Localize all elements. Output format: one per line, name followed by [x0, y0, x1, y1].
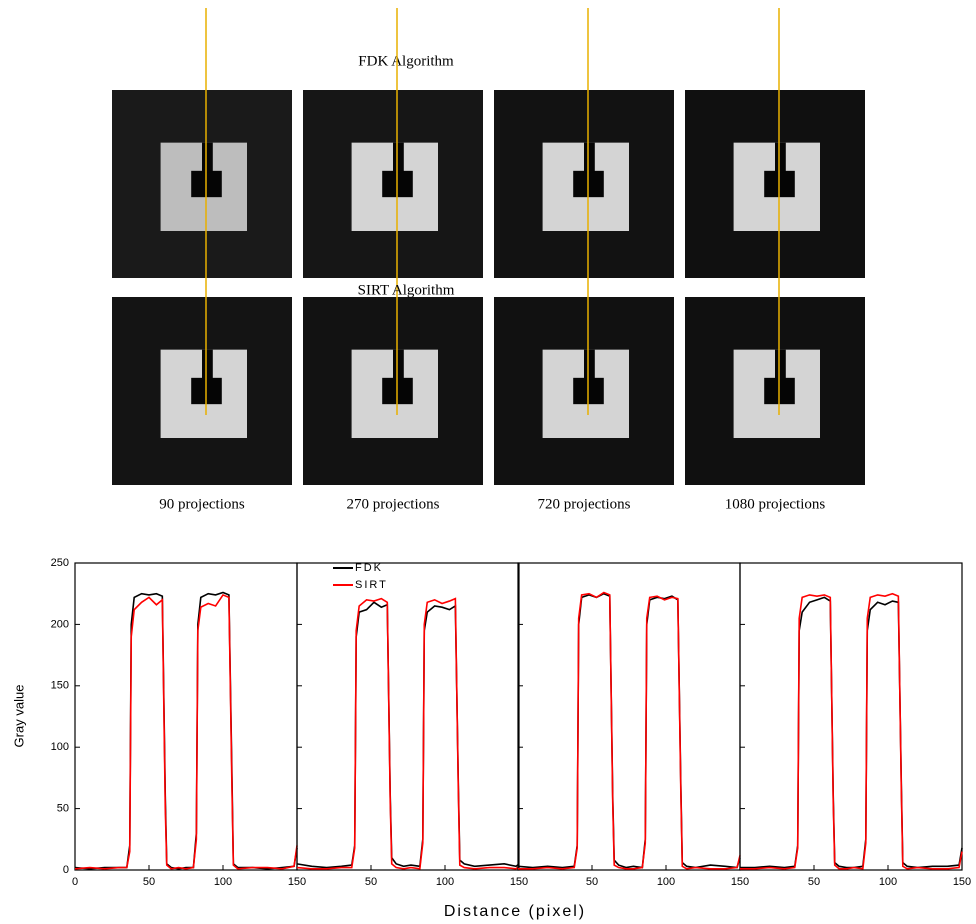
panel-frame: [518, 563, 740, 870]
ct-slot: [775, 350, 786, 380]
y-tick-label: 100: [51, 741, 69, 753]
ct-slot: [393, 143, 404, 173]
y-tick-label: 0: [63, 864, 69, 876]
y-axis-label: Gray value: [11, 685, 26, 748]
y-tick-label: 250: [51, 557, 69, 569]
line-series: [75, 595, 297, 869]
fdk-title: FDK Algorithm: [358, 53, 454, 69]
x-tick-label: 150: [510, 876, 528, 888]
sirt-title: SIRT Algorithm: [358, 282, 455, 298]
line-series: [518, 592, 740, 868]
y-tick-label: 50: [57, 803, 69, 815]
y-tick-label: 200: [51, 618, 69, 630]
x-axis-label: Distance (pixel): [444, 903, 586, 920]
x-tick-label: 150: [288, 876, 306, 888]
x-tick-label: 50: [808, 876, 820, 888]
legend-label: SIRT: [355, 579, 388, 591]
panel-frame: [297, 563, 519, 870]
y-tick-label: 150: [51, 680, 69, 692]
column-label: 90 projections: [159, 496, 245, 512]
ct-slot: [584, 143, 595, 173]
x-tick-label: 150: [953, 876, 971, 888]
x-tick-label: 100: [214, 876, 232, 888]
column-label: 720 projections: [538, 496, 631, 512]
line-series: [740, 594, 962, 869]
column-label: 1080 projections: [725, 496, 826, 512]
legend-label: FDK: [355, 562, 383, 574]
line-series: [518, 594, 740, 868]
x-tick-label: 150: [731, 876, 749, 888]
x-tick-label: 100: [657, 876, 675, 888]
line-series: [740, 597, 962, 867]
line-series: [297, 599, 519, 869]
panel-frame: [740, 563, 962, 870]
ct-slot: [202, 350, 213, 380]
x-tick-label: 100: [879, 876, 897, 888]
line-series: [297, 602, 519, 867]
figure: FDK Algorithm Distance (pixel) Gray valu…: [0, 0, 976, 924]
x-tick-label: 100: [436, 876, 454, 888]
ct-slot: [584, 350, 595, 380]
ct-slot: [393, 350, 404, 380]
column-label: 270 projections: [347, 496, 440, 512]
x-tick-label: 50: [586, 876, 598, 888]
x-tick-label: 50: [365, 876, 377, 888]
x-tick-label: 50: [143, 876, 155, 888]
x-tick-label: 0: [72, 876, 78, 888]
ct-slot: [775, 143, 786, 173]
line-series: [75, 592, 297, 868]
panel-frame: [75, 563, 297, 870]
ct-slot: [202, 143, 213, 173]
